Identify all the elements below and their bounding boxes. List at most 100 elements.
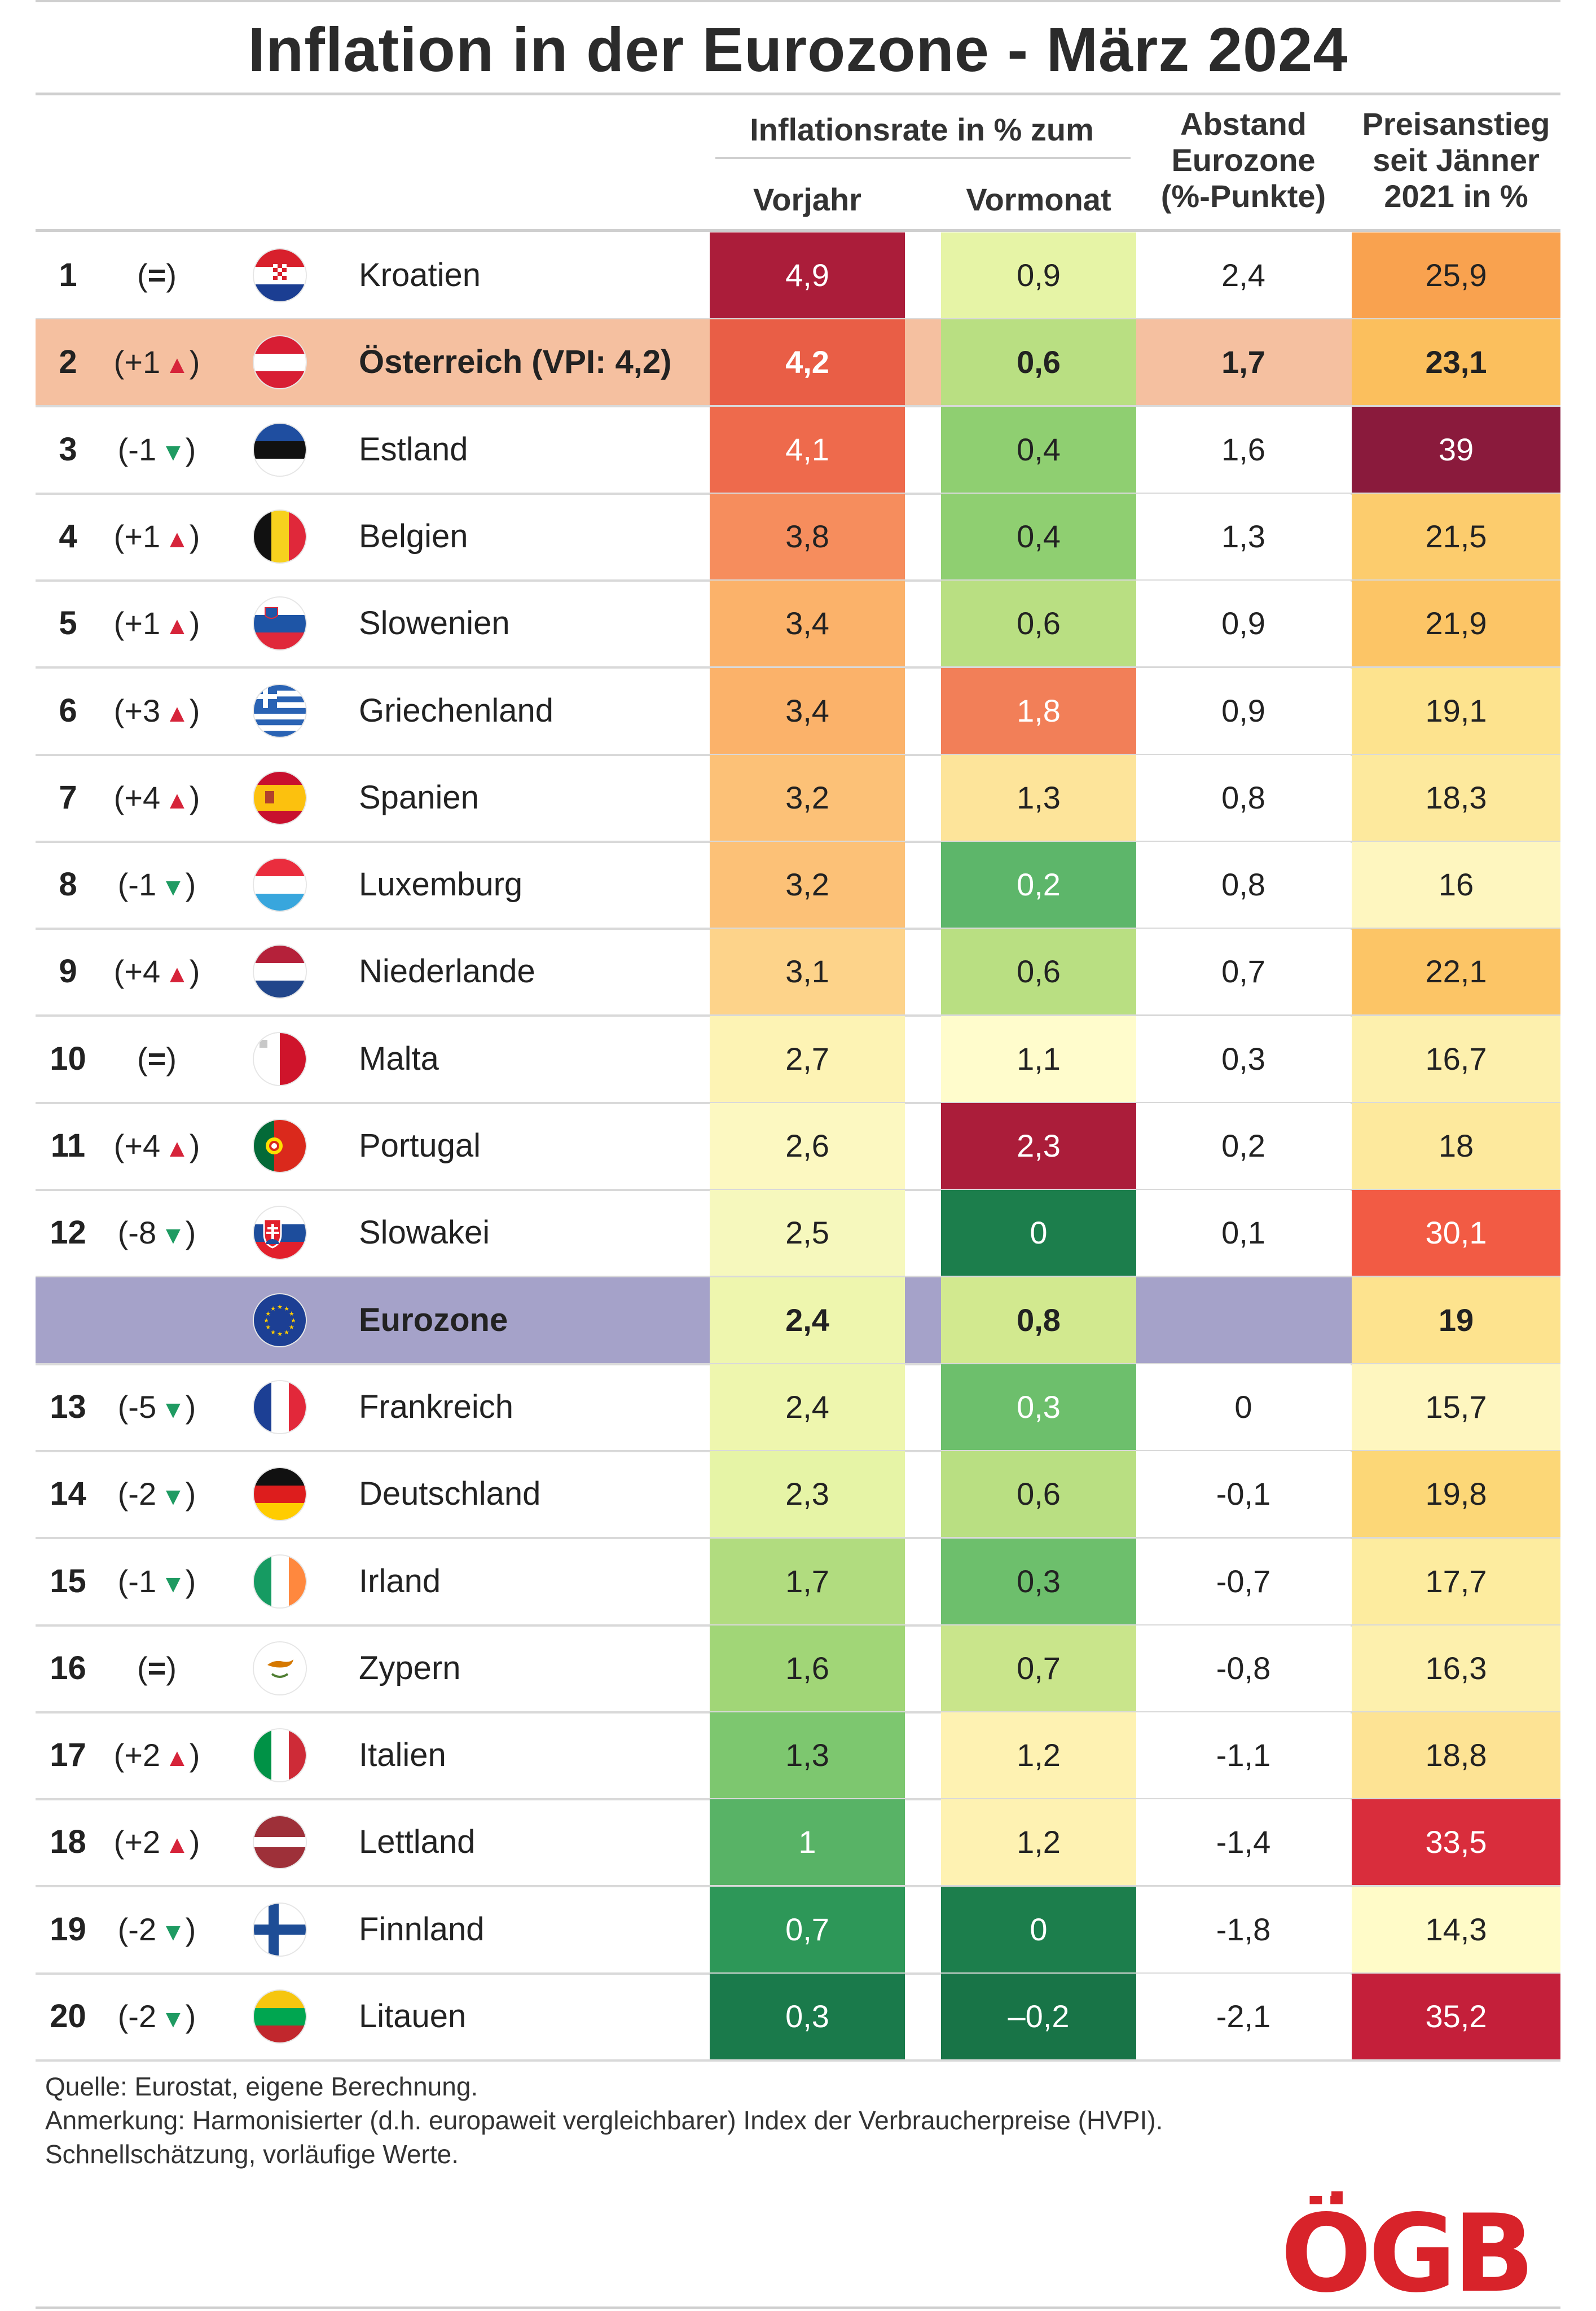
rank-change-value: (: [137, 257, 148, 293]
rank: 7: [59, 779, 77, 816]
rank-change-paren: ): [189, 692, 200, 728]
rank-change-paren: ): [185, 1215, 196, 1251]
value-vormonat: 2,3: [941, 1103, 1136, 1189]
rank-change: (+2 ▲): [100, 1799, 213, 1885]
table-row: 11 (+4 ▲) Portugal 2,6 2,3 0,2 18: [36, 1103, 1560, 1191]
header-inflation-group: Inflationsrate in % zum: [750, 112, 1094, 147]
table-row: 5 (+1 ▲) Slowenien 3,4 0,6 0,9 21,9: [36, 581, 1560, 669]
table-row: 8 (-1 ▼) Luxemburg 3,2 0,2 0,8 16: [36, 842, 1560, 930]
rank-change-value: (+2: [113, 1824, 161, 1860]
value-vorjahr: 1: [710, 1799, 905, 1886]
rank-change-paren: ): [185, 1911, 196, 1947]
rank-change-paren: ): [189, 779, 200, 815]
rank-change-paren: ): [166, 1040, 177, 1077]
country-name: Niederlande: [359, 953, 535, 990]
rank: 18: [50, 1824, 86, 1861]
arrow-up-icon: ▲: [165, 699, 190, 727]
header-divider: [36, 229, 1560, 232]
rank: 10: [50, 1040, 86, 1077]
value-preisanstieg: 16,7: [1352, 1016, 1560, 1102]
value-vormonat: 0,4: [941, 406, 1136, 493]
arrow-down-icon: ▼: [161, 1483, 186, 1511]
value-vormonat: 0,8: [941, 1277, 1136, 1363]
estonia-flag-icon: [254, 423, 306, 476]
table-row: 16 (=) Zypern 1,6 0,7 -0,8 16,3: [36, 1625, 1560, 1714]
rank: 8: [59, 866, 77, 903]
country-name: Finnland: [359, 1910, 485, 1948]
value-preisanstieg: 25,9: [1352, 232, 1560, 318]
country-name: Luxemburg: [359, 866, 523, 903]
value-vormonat: –0,2: [941, 1974, 1136, 2059]
footer-estimate: Schnellschätzung, vorläufige Werte.: [45, 2139, 459, 2169]
value-vormonat: 0,4: [941, 493, 1136, 579]
svg-text:★: ★: [277, 1330, 283, 1338]
value-vormonat: 1,2: [941, 1799, 1136, 1886]
header-abstand-line-3: (%-Punkte): [1160, 178, 1326, 214]
rank-change-value: (-1: [117, 1563, 157, 1599]
rank-change-paren: ): [189, 1737, 200, 1773]
malta-flag-icon: [254, 1033, 306, 1085]
rank-change-value: (+1: [113, 605, 161, 642]
italy-flag-icon: [254, 1729, 306, 1782]
svg-text:★: ★: [265, 1324, 271, 1331]
value-vorjahr: 3,2: [710, 754, 905, 841]
rank: 14: [50, 1475, 86, 1513]
value-abstand: 0,7: [1136, 929, 1351, 1015]
rank-change-value: (-2: [117, 1476, 157, 1512]
rank: 5: [59, 605, 77, 642]
country-name: Slowakei: [359, 1214, 490, 1251]
croatia-flag-icon: [254, 249, 306, 301]
value-vormonat: 1,8: [941, 667, 1136, 754]
svg-text:★: ★: [289, 1310, 294, 1317]
table-row: 19 (-2 ▼) Finnland 0,7 0 -1,8 14,3: [36, 1886, 1560, 1975]
arrow-down-icon: ▼: [161, 873, 186, 902]
country-name: Spanien: [359, 779, 479, 816]
header-vorjahr: Vorjahr: [753, 182, 861, 217]
country-name: Österreich (VPI: 4,2): [359, 344, 672, 381]
value-abstand: [1136, 1277, 1351, 1363]
rank-change: (+1 ▲): [100, 581, 213, 666]
rank: 11: [50, 1127, 86, 1164]
france-flag-icon: [254, 1381, 306, 1433]
table-row: 17 (+2 ▲) Italien 1,3 1,2 -1,1 18,8: [36, 1712, 1560, 1801]
rank-change-paren: ): [185, 1476, 196, 1512]
value-vorjahr: 2,6: [710, 1103, 905, 1189]
rank-change-value: (-8: [117, 1215, 157, 1251]
greece-flag-icon: [254, 684, 306, 737]
rank-change-paren: ): [166, 257, 177, 293]
value-abstand: 0,2: [1136, 1103, 1351, 1189]
spain-flag-icon: [254, 771, 306, 824]
table-row: 20 (-2 ▼) Litauen 0,3 –0,2 -2,1 35,2: [36, 1974, 1560, 2062]
rank: 16: [50, 1649, 86, 1686]
value-preisanstieg: 39: [1352, 406, 1560, 493]
header-abstand-line-1: Abstand: [1180, 106, 1307, 142]
value-abstand: 0,9: [1136, 581, 1351, 667]
rank: 3: [59, 430, 77, 468]
footer-notes: Quelle: Eurostat, eigene Berechnung. Anm…: [45, 2070, 1163, 2171]
logo-text: ÖGB: [1281, 2191, 1531, 2302]
rank-change-value: (+1: [113, 518, 161, 554]
austria-flag-icon: [254, 336, 306, 389]
rank-change-paren: ): [185, 1389, 196, 1425]
value-vorjahr: 4,2: [710, 319, 905, 406]
svg-text:★: ★: [263, 1317, 269, 1324]
country-name: Belgien: [359, 517, 468, 555]
rank-change: (=): [100, 232, 213, 318]
rank: 13: [50, 1388, 86, 1425]
value-vorjahr: 3,1: [710, 929, 905, 1015]
value-vormonat: 0: [941, 1190, 1136, 1276]
value-preisanstieg: 23,1: [1352, 319, 1560, 406]
value-vormonat: 0,3: [941, 1364, 1136, 1450]
svg-text:★: ★: [277, 1303, 283, 1311]
rank-change: (+4 ▲): [100, 1103, 213, 1189]
value-vorjahr: 2,4: [710, 1277, 905, 1363]
value-abstand: -2,1: [1136, 1974, 1351, 2059]
value-vorjahr: 2,4: [710, 1364, 905, 1450]
value-preisanstieg: 22,1: [1352, 929, 1560, 1015]
header-group-underline: [715, 157, 1131, 159]
rank-change: (+3 ▲): [100, 668, 213, 754]
header-abstand-line-2: Eurozone: [1171, 142, 1316, 178]
value-abstand: -1,4: [1136, 1799, 1351, 1886]
rank-change-paren: ): [185, 867, 196, 903]
value-preisanstieg: 21,9: [1352, 581, 1560, 667]
